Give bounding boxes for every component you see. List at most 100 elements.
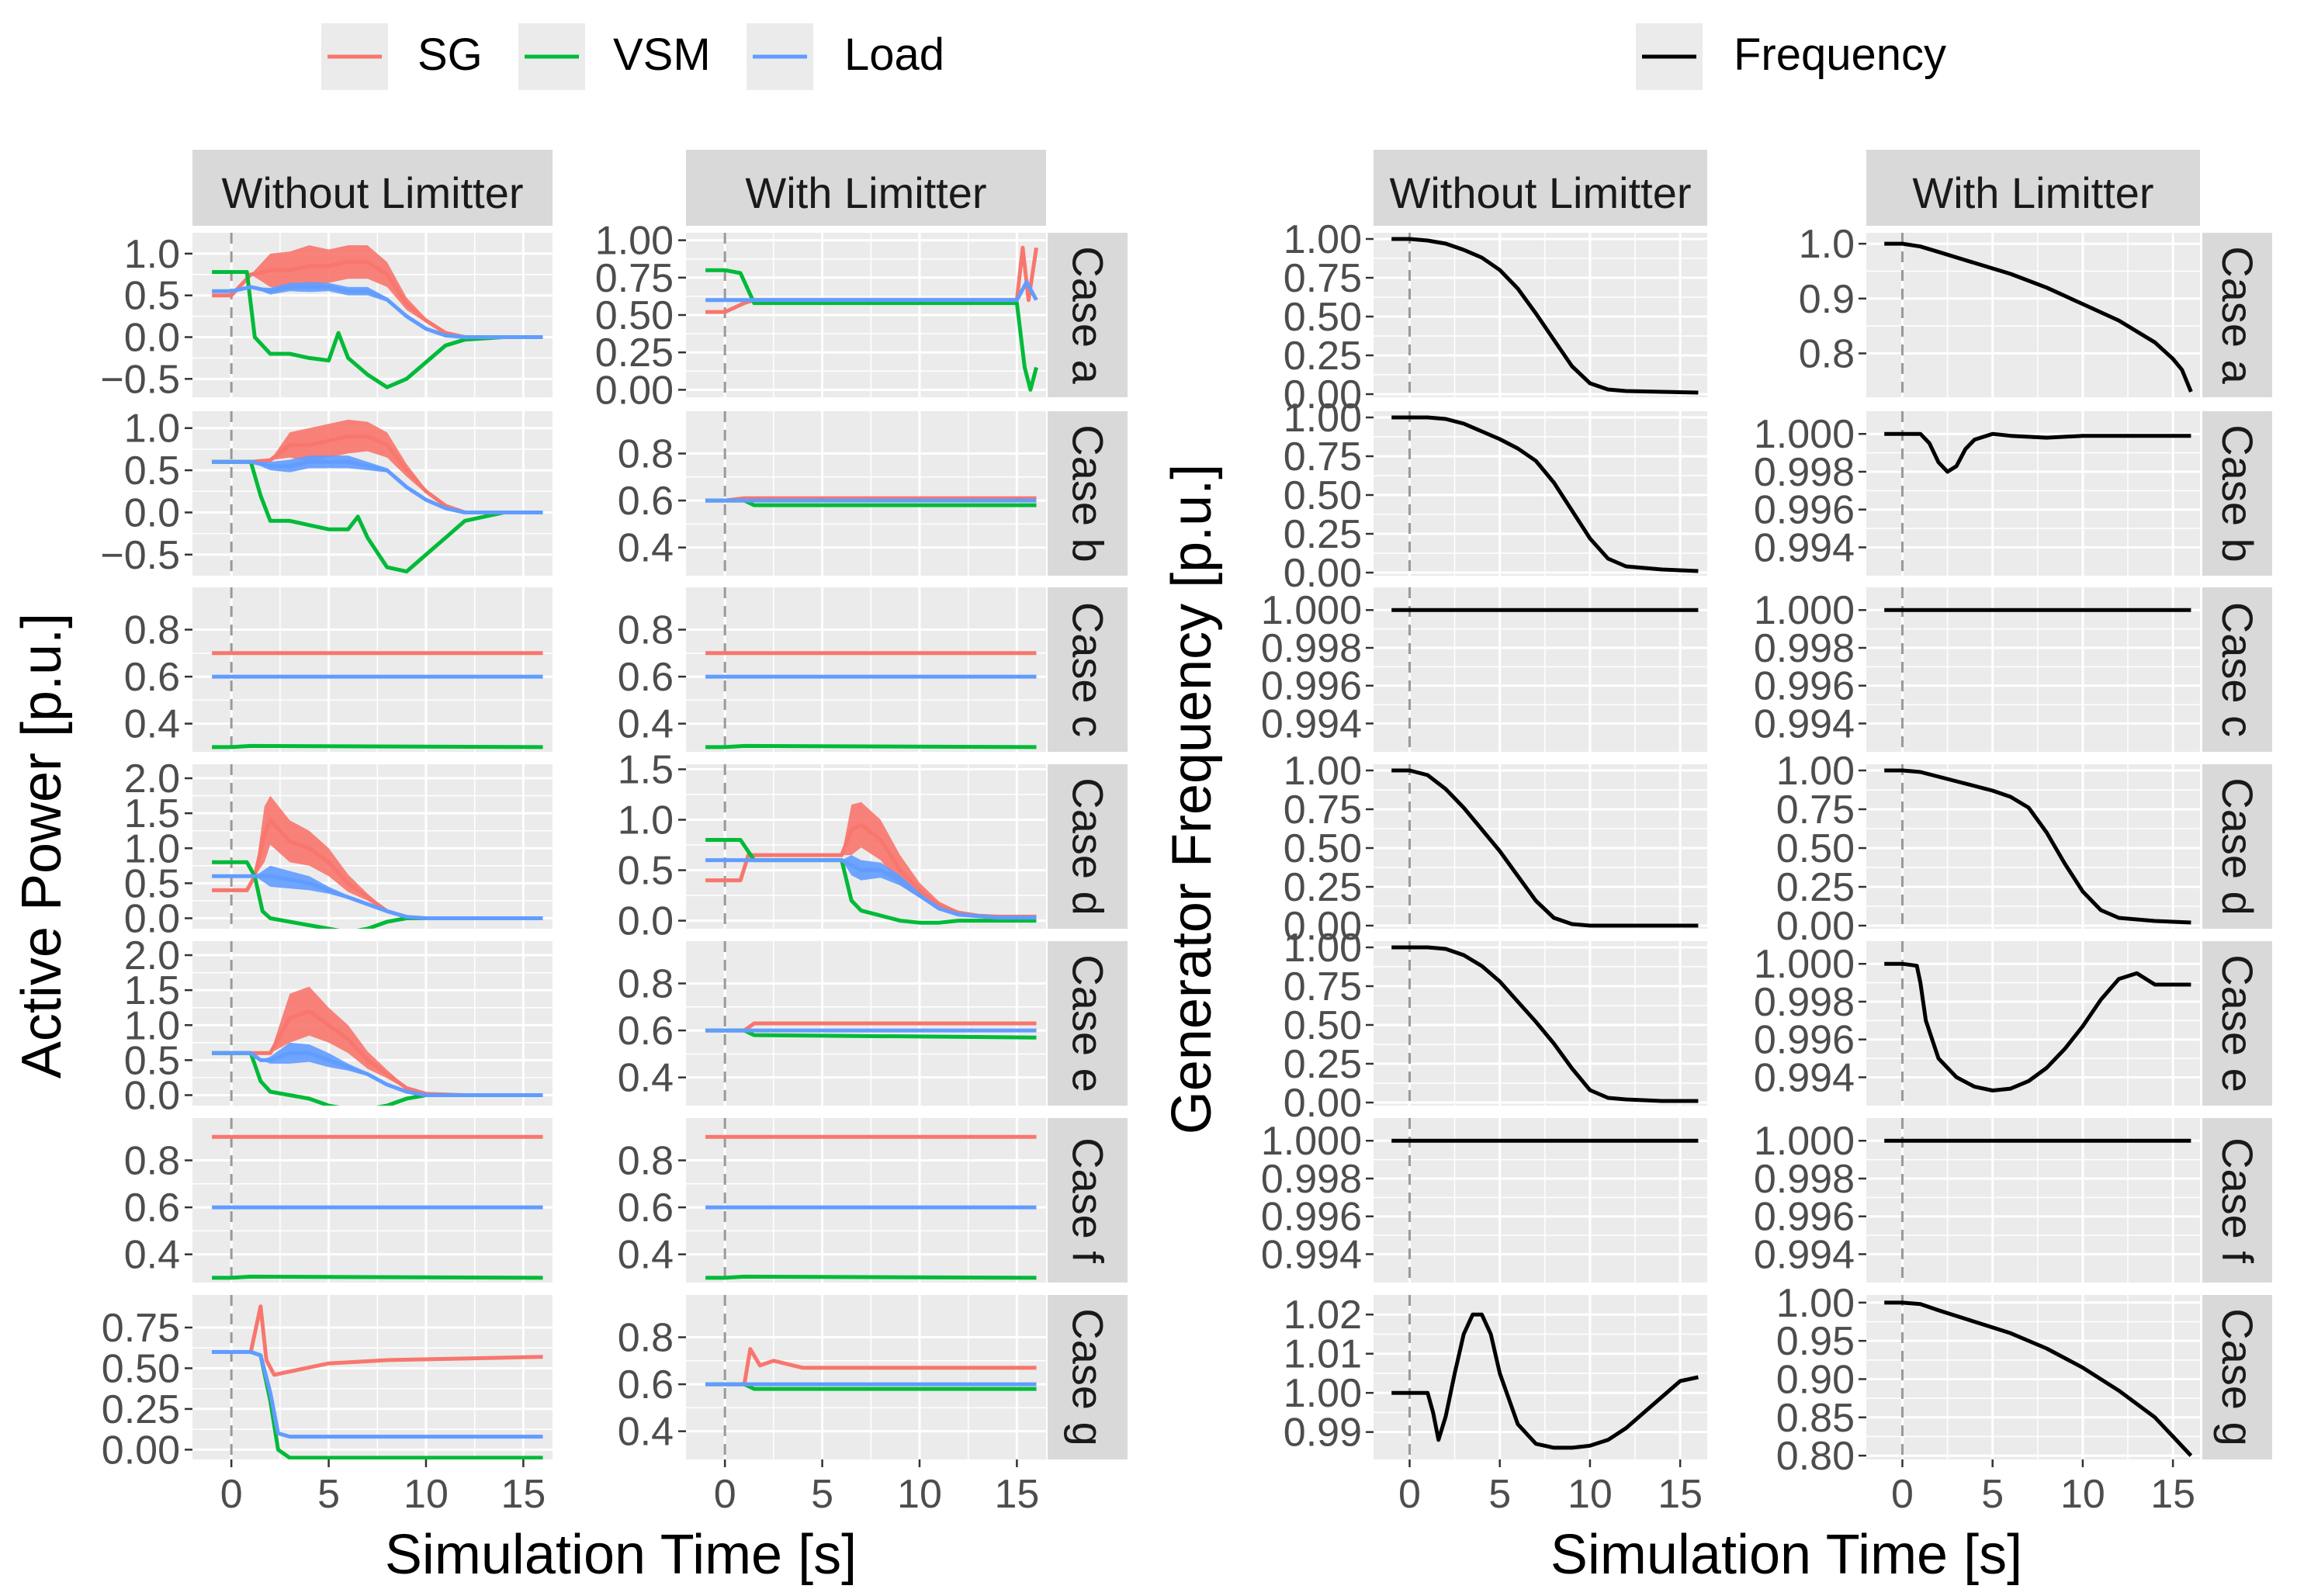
series-group: [1884, 431, 2191, 474]
y-tick-label: 0.8: [618, 608, 674, 653]
y-tick-label: 0.8: [124, 608, 180, 653]
x-tick-label: 5: [811, 1472, 833, 1517]
series-load-line: [212, 1350, 543, 1439]
panel-background: [192, 1118, 553, 1283]
panel-active-power-6-0: 0.750.500.250.00: [102, 1295, 553, 1473]
y-tick-label: 1.00: [1284, 217, 1362, 262]
y-tick-label: 0.25: [102, 1387, 180, 1432]
panel-generator-frequency-0-1: 1.0 0.9 0.8: [1799, 222, 2200, 397]
y-tick-label: 0.4: [124, 702, 180, 747]
y-tick-label: 0.0: [124, 1073, 180, 1118]
strip-active-power-case-g: Case g: [1048, 1295, 1128, 1459]
strip-freq-with: With Limitter: [1866, 150, 2200, 226]
x-tick-label: 0: [714, 1472, 736, 1517]
y-tick-label: 0.994: [1754, 1232, 1855, 1277]
x-tick-label: 15: [2150, 1472, 2195, 1517]
y-tick-label: 0.994: [1261, 1232, 1362, 1277]
series-group: [705, 245, 1038, 392]
strip-generator-frequency-case-c: Case c: [2202, 587, 2272, 752]
panel-background: [1374, 764, 1707, 929]
y-tick-label: 0.0: [618, 899, 674, 944]
series-vsm-line: [212, 270, 543, 389]
series-group: [212, 245, 543, 389]
strip-generator-frequency-case-f: Case f: [2202, 1118, 2272, 1283]
strip-row-label: Case f: [1064, 1137, 1113, 1263]
series-group: [212, 1304, 543, 1459]
series-frequency-line: [1884, 431, 2191, 474]
y-tick-label: 0.80: [1776, 1434, 1855, 1479]
y-tick-label: 0.4: [618, 702, 674, 747]
y-tick-label: 0.6: [124, 655, 180, 700]
y-tick-label: 0.8: [124, 1139, 180, 1184]
panel-background: [686, 587, 1046, 752]
series-group: [705, 801, 1037, 925]
y-tick-label: 1.0: [1799, 222, 1855, 267]
y-tick-label: 0.998: [1261, 626, 1362, 671]
y-tick-label: 0.8: [1799, 331, 1855, 376]
y-tick-label: 0.00: [595, 368, 674, 413]
strip-power-with: With Limitter: [686, 150, 1046, 226]
y-tick-label: 0.00: [1284, 372, 1362, 417]
x-tick-label: 0: [220, 1472, 243, 1517]
y-tick-label: 0.75: [595, 256, 674, 301]
series-load-line: [212, 874, 543, 920]
series-frequency-line: [1884, 1300, 2193, 1457]
series-group: [1391, 237, 1699, 395]
y-tick-label: 0.998: [1754, 980, 1855, 1025]
series-load-line: [705, 858, 1037, 920]
x-tick-label: 10: [404, 1472, 449, 1517]
series-frequency-line: [1391, 945, 1699, 1103]
x-tick-label: 10: [897, 1472, 942, 1517]
legend-load-label: Load: [844, 29, 944, 80]
y-tick-label: 0.8: [618, 432, 674, 477]
series-group: [1391, 415, 1699, 573]
x-tick-label: 5: [317, 1472, 340, 1517]
panel-generator-frequency-1-0: 1.000.750.500.250.00: [1284, 396, 1707, 596]
series-sg-oscillation: [212, 419, 543, 513]
panel-background: [192, 1295, 553, 1459]
x-tick-label: 15: [1658, 1472, 1703, 1517]
panel-background: [192, 941, 553, 1106]
freq-y-axis-title: Generator Frequency [p.u.]: [1161, 464, 1223, 1134]
y-tick-label: 0.6: [124, 1186, 180, 1231]
y-tick-label: 0.75: [1284, 964, 1362, 1009]
strip-row-label: Case d: [1064, 777, 1113, 915]
series-vsm-line: [705, 1274, 1037, 1280]
y-tick-label: 0.996: [1754, 488, 1855, 533]
strip-active-power-case-b: Case b: [1048, 411, 1128, 576]
strip-generator-frequency-case-a: Case a: [2202, 233, 2272, 397]
strip-active-power-case-f: Case f: [1048, 1118, 1128, 1283]
series-vsm-line: [212, 1051, 543, 1106]
panel-background: [1374, 233, 1707, 397]
y-tick-label: 2.0: [124, 756, 180, 801]
y-tick-label: 0.5: [124, 861, 180, 906]
y-tick-label: 0.25: [1284, 512, 1362, 557]
y-tick-label: 0.50: [1284, 295, 1362, 340]
legend-frequency: Frequency: [1636, 23, 1946, 90]
strip-row-label: Case g: [2213, 1308, 2262, 1445]
y-tick-label: 0.4: [618, 1233, 674, 1278]
y-tick-label: 0.994: [1754, 525, 1855, 570]
panel-background: [1374, 411, 1707, 576]
y-tick-label: 0.99: [1284, 1411, 1362, 1456]
strip-freq-without: Without Limitter: [1374, 150, 1707, 226]
power-x-axis-title: Simulation Time [s]: [385, 1524, 857, 1586]
x-tick-label: 15: [501, 1472, 546, 1517]
y-tick-label: 0.00: [1284, 1081, 1362, 1126]
panel-generator-frequency-6-1: 1.000.950.900.850.80: [1776, 1281, 2200, 1479]
y-tick-label: 0.0: [124, 490, 180, 535]
panel-active-power-6-1: 0.80.60.4: [618, 1295, 1046, 1459]
y-tick-label: −0.5: [100, 533, 180, 578]
strip-row-label: Case b: [1064, 424, 1113, 562]
series-group: [705, 1134, 1037, 1280]
panel-background: [1374, 941, 1707, 1106]
y-tick-label: 1.0: [124, 826, 180, 871]
panel-background: [192, 587, 553, 752]
x-tick-label: 5: [1488, 1472, 1511, 1517]
y-tick-label: 0.996: [1261, 1195, 1362, 1240]
y-tick-label: 0.90: [1776, 1357, 1855, 1402]
series-load-line: [212, 1051, 543, 1097]
y-tick-label: 0.5: [124, 274, 180, 319]
panel-active-power-3-1: 1.5 1.0 0.5 0.0: [618, 748, 1046, 944]
